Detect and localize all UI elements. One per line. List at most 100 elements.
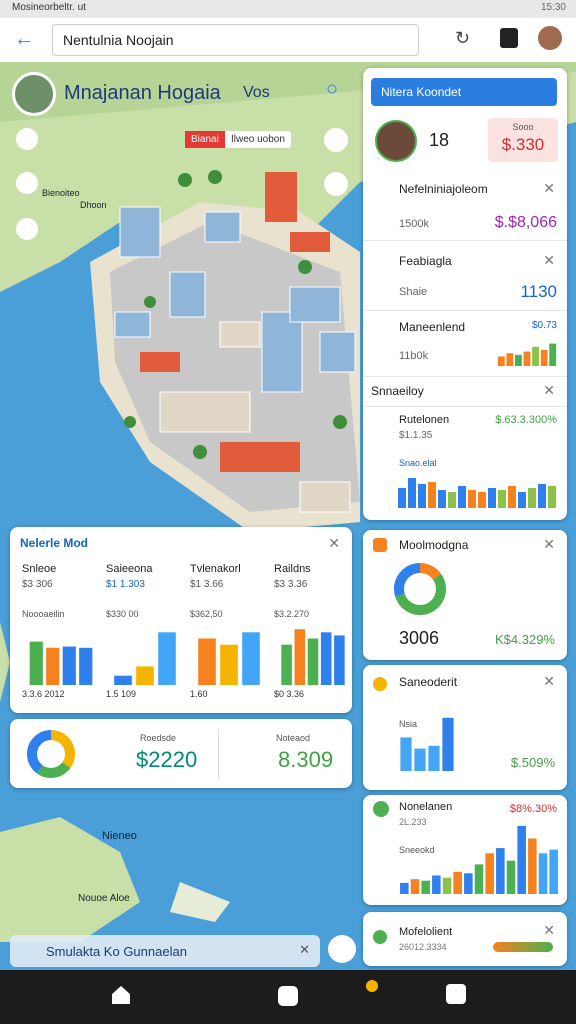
item-sub: 1500k	[399, 218, 429, 230]
search-text: Smulakta Ko Gunnaelan	[46, 944, 187, 959]
bar	[468, 490, 476, 508]
column-chart	[281, 629, 345, 685]
bar	[428, 745, 440, 771]
donut	[27, 730, 75, 778]
nav-profile[interactable]	[446, 984, 466, 1004]
bar	[438, 490, 446, 508]
bar	[294, 629, 306, 685]
map-button[interactable]	[324, 172, 348, 196]
card-label: Sneeokd	[399, 845, 435, 855]
price-label: Sooo	[512, 122, 534, 132]
card-sub: 26012.3334	[399, 942, 447, 952]
right-card: Nonelanen $8%.30% 2L.233 Sneeokd	[363, 795, 567, 905]
bar	[538, 484, 546, 508]
card-chart	[400, 717, 454, 771]
map-button[interactable]	[324, 128, 348, 152]
search-bar[interactable]: Smulakta Ko Gunnaelan ✕	[10, 935, 320, 967]
section-header: Snnaeiloy ✕	[363, 376, 567, 407]
map-search[interactable]: ○	[326, 78, 339, 100]
donut-segment	[27, 730, 75, 778]
bar	[474, 864, 484, 894]
col-name: Tvlenakorl	[190, 563, 241, 575]
extension-icon[interactable]	[500, 28, 518, 48]
bar	[414, 748, 426, 771]
map-button[interactable]	[16, 218, 38, 240]
col-name: Raildns	[274, 563, 311, 575]
bar	[29, 641, 43, 685]
card-title: Saneoderit	[399, 675, 458, 689]
bar	[528, 838, 537, 894]
bar	[488, 488, 496, 508]
card-chart	[400, 825, 558, 894]
item-title: Maneenlend	[399, 320, 466, 334]
summary-sub: $1.1.35	[399, 430, 433, 441]
nav-home[interactable]	[112, 986, 130, 1004]
back-button[interactable]: ←	[14, 28, 34, 50]
bar	[421, 880, 430, 894]
donut-card: Roedsde $2220 Noteaod 8.309	[10, 719, 352, 788]
profile-value: 18	[429, 130, 450, 150]
list-item[interactable]: Maneenlend $0.73 11b0k	[363, 310, 567, 377]
bar	[496, 848, 505, 894]
reload[interactable]: ↻	[455, 28, 471, 48]
card-title: Mofelolient	[399, 926, 453, 938]
bar	[334, 635, 345, 685]
nav-apps[interactable]	[278, 986, 298, 1006]
url-field[interactable]: Nentulnia Noojain	[52, 24, 419, 56]
bar	[518, 492, 526, 508]
nav-notify[interactable]	[366, 980, 378, 992]
profile-photo	[375, 120, 417, 162]
bar	[538, 853, 548, 894]
bar	[136, 666, 154, 685]
map-label: Dhoon	[80, 200, 107, 210]
bar	[242, 632, 260, 685]
panel-search[interactable]: Nitera Koondet	[371, 78, 557, 106]
summary-value: $.63.3.300%	[495, 414, 557, 426]
map-button[interactable]	[16, 172, 38, 194]
list-item[interactable]: Feabiagla ✕ Shaie 1130	[363, 240, 567, 311]
card-change: $.509%	[510, 755, 555, 770]
card-title: Nonelanen	[399, 801, 453, 813]
item-value: $.$8,066	[494, 214, 557, 231]
summary-chart	[398, 478, 556, 508]
bar	[400, 737, 412, 771]
donut-segment	[394, 563, 446, 615]
avatar[interactable]	[538, 26, 562, 50]
summary-title: Rutelonen	[399, 414, 450, 426]
map-pill[interactable]: Ilweo uobon	[225, 131, 291, 148]
stat-value: 8.309	[278, 747, 334, 772]
bar	[428, 482, 436, 508]
right-card: Mofelolient ✕ 26012.3334	[363, 912, 567, 966]
bar	[528, 488, 536, 508]
item-title: Feabiagla	[399, 254, 452, 268]
map-button[interactable]	[328, 935, 356, 963]
bar	[478, 492, 486, 508]
col-top: $362,50	[190, 609, 223, 619]
col-bottom: 3.3.6 2012	[22, 689, 65, 699]
bar	[497, 356, 505, 366]
map-button[interactable]	[16, 128, 38, 150]
nav-bar	[0, 970, 576, 1024]
bar	[400, 882, 409, 894]
clock: 15:30	[540, 2, 566, 13]
bar	[506, 860, 516, 894]
price-box: Sooo $.330	[488, 118, 558, 162]
col-value: $3 3.36	[274, 579, 308, 590]
bar	[448, 492, 456, 508]
bar	[418, 484, 426, 508]
bar	[549, 343, 557, 366]
map-pill[interactable]: Bianai	[185, 131, 225, 148]
card-value: 3006	[399, 628, 440, 648]
col-bottom: $0 3.36	[274, 689, 305, 699]
list-item[interactable]: Nefelniniajoleom ✕ 1500k $.$8,066	[363, 172, 567, 241]
bar	[453, 871, 462, 894]
bar	[410, 879, 420, 894]
bar	[458, 486, 466, 508]
col-value: $3 306	[22, 579, 53, 590]
bar	[506, 353, 514, 366]
bar	[442, 877, 452, 894]
section-title: Snnaeiloy	[371, 384, 424, 398]
bar	[158, 632, 176, 685]
map-label: Nieneo	[102, 830, 137, 842]
card-sub: Nsia	[399, 719, 418, 729]
